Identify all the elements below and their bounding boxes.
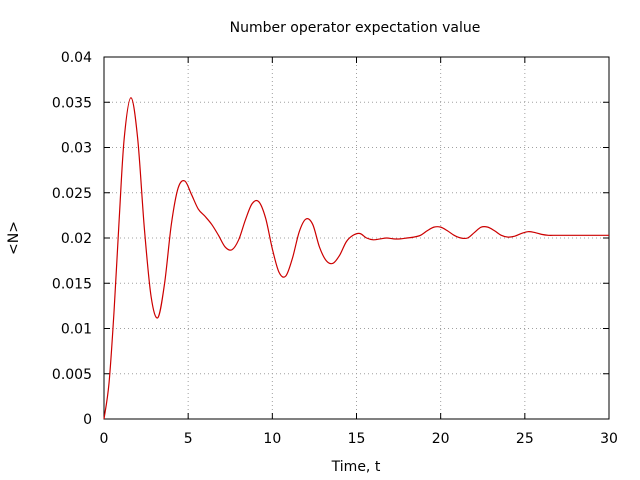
x-tick-label: 30 xyxy=(600,431,618,447)
grid xyxy=(104,57,609,419)
y-tick-label: 0 xyxy=(83,412,92,428)
y-axis-label: <N> xyxy=(6,221,22,255)
series-line xyxy=(103,97,609,420)
x-tick-label: 10 xyxy=(263,431,281,447)
chart-title: Number operator expectation value xyxy=(230,20,481,36)
y-tick-label: 0.015 xyxy=(52,276,92,292)
y-tick-label: 0.03 xyxy=(61,141,92,157)
x-tick-label: 5 xyxy=(184,431,193,447)
plot-frame xyxy=(103,56,610,420)
y-tick-label: 0.025 xyxy=(52,186,92,202)
x-tick-label: 15 xyxy=(348,431,366,447)
x-tick-label: 25 xyxy=(516,431,534,447)
x-tick-label: 0 xyxy=(100,431,109,447)
y-tick-label: 0.01 xyxy=(61,322,92,338)
y-tick-label: 0.02 xyxy=(61,231,92,247)
x-tick-label: 20 xyxy=(432,431,450,447)
axis-ticks: 0 5 10 15 20 25 30 0 0.005 0.01 0.015 0.02 0.025 0.03… xyxy=(52,50,618,447)
y-tick-label: 0.04 xyxy=(61,50,92,66)
x-axis-label: Time, t xyxy=(331,459,381,475)
y-tick-label: 0.035 xyxy=(52,95,92,111)
y-tick-label: 0.005 xyxy=(52,367,92,383)
